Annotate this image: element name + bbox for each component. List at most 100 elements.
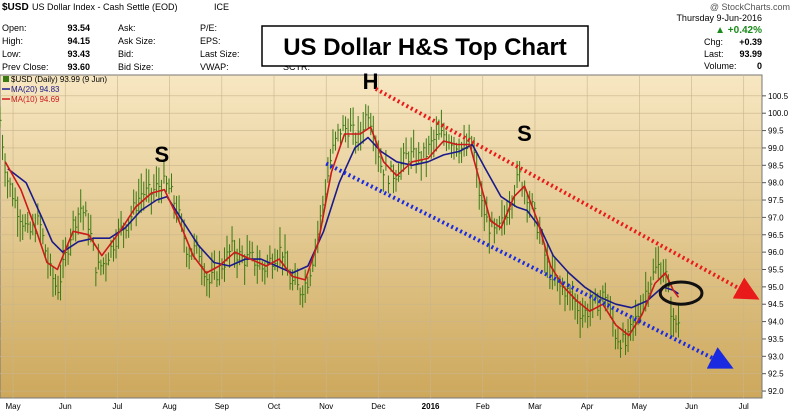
price-bar <box>226 235 229 262</box>
x-tick-label: Apr <box>581 402 594 411</box>
upper-trendline <box>374 87 760 300</box>
price-bar <box>57 275 60 300</box>
price-bar <box>158 167 161 204</box>
chart-title: US Dollar H&S Top Chart <box>283 34 567 61</box>
y-tick-label: 99.5 <box>768 127 784 136</box>
price-bar <box>577 294 580 325</box>
price-bar <box>334 131 338 151</box>
right-label: Volume: <box>704 61 737 71</box>
price-bar <box>9 177 12 198</box>
price-bar <box>249 240 252 260</box>
price-bar <box>657 246 660 280</box>
price-bar <box>602 285 605 303</box>
quote-label: Prev Close: <box>2 62 49 72</box>
price-bar <box>7 171 10 199</box>
y-tick-label: 93.0 <box>768 352 784 361</box>
price-bar <box>271 253 275 279</box>
price-bar <box>488 217 491 254</box>
legend-ma10: MA(10) 94.69 <box>11 95 60 104</box>
price-bar <box>29 221 32 240</box>
grid <box>0 75 762 398</box>
price-bar <box>329 148 333 170</box>
price-bar <box>309 268 312 287</box>
price-bar <box>198 245 201 263</box>
price-bar <box>450 135 454 158</box>
chart-title-box: US Dollar H&S Top Chart <box>261 25 589 67</box>
price-bar <box>75 216 78 242</box>
price-bar <box>420 150 423 181</box>
price-bar <box>501 200 504 236</box>
price-bar <box>211 252 214 284</box>
price-bar <box>647 281 650 307</box>
price-bar <box>408 151 411 175</box>
price-bar <box>367 105 370 129</box>
price-bar <box>423 142 426 158</box>
price-bar <box>483 195 486 232</box>
price-bar <box>150 187 153 215</box>
price-bar <box>60 264 63 301</box>
price-bar <box>65 237 68 267</box>
header-watermark: @ StockCharts.com <box>710 2 790 12</box>
price-bar <box>672 308 676 337</box>
legend-ma20: MA(20) 94.83 <box>11 85 60 94</box>
right-quote-block: Thursday 9-Jun-2016 ▲ +0.42% Chg: Last: … <box>676 13 762 71</box>
price-bar <box>342 115 345 132</box>
price-bar <box>582 297 585 328</box>
price-bar <box>362 112 365 144</box>
right-label: Last: <box>704 49 724 59</box>
price-bar <box>584 301 587 323</box>
header-description: US Dollar Index - Cash Settle (EOD) <box>32 2 178 12</box>
quote-value: 94.15 <box>67 36 90 46</box>
header-exchange: ICE <box>214 2 229 12</box>
price-bar <box>498 215 502 231</box>
price-bar <box>569 284 572 311</box>
price-bar <box>443 122 446 146</box>
price-bar <box>54 274 58 296</box>
price-bar <box>440 109 443 138</box>
price-bar <box>274 248 277 271</box>
y-axis: 92.0 92.5 93.0 93.5 94.0 94.5 95.0 95.5 96.0 96.5… <box>762 92 789 396</box>
moving-averages <box>4 126 680 337</box>
right-value: 93.99 <box>739 49 762 59</box>
ma10-line <box>4 126 680 337</box>
price-bar <box>365 104 368 130</box>
ask-label: Bid: <box>118 49 134 59</box>
price-bar <box>17 196 20 237</box>
x-tick-label: May <box>5 402 20 411</box>
ask-label: Bid Size: <box>118 62 154 72</box>
legend-price: $USD (Daily) 93.99 (9 Jun) <box>11 75 107 84</box>
x-tick-label: May <box>632 402 647 411</box>
ask-label: Ask Size: <box>118 36 156 46</box>
x-axis: May Jun Jul Aug Sep Oct Nov Dec 2016 Feb Mar Apr May… <box>5 402 749 411</box>
price-bar <box>428 135 431 155</box>
price-bar <box>251 241 254 262</box>
price-bar <box>430 126 433 159</box>
price-bar <box>579 301 582 339</box>
price-bar <box>231 226 234 252</box>
price-bar <box>4 153 7 187</box>
pe-label: P/E: <box>200 23 217 33</box>
x-tick-label: Mar <box>528 402 542 411</box>
price-bar <box>168 178 171 195</box>
price-bar <box>153 174 156 201</box>
y-tick-label: 92.0 <box>768 387 784 396</box>
price-bar <box>70 228 73 256</box>
price-bar <box>526 193 529 223</box>
price-bar <box>299 287 302 305</box>
price-bar <box>398 163 401 182</box>
price-bar <box>27 211 30 233</box>
price-bar <box>100 259 103 276</box>
quote-block: Open: High: Low: Prev Close: 93.54 94.15… <box>2 23 310 72</box>
price-bar <box>382 169 385 192</box>
price-bar <box>405 137 408 160</box>
price-bar <box>105 254 108 282</box>
y-tick-label: 100.0 <box>768 109 789 118</box>
y-tick-label: 95.5 <box>768 265 784 274</box>
price-bar <box>143 181 146 211</box>
price-bar <box>216 271 219 288</box>
price-bar <box>269 245 272 265</box>
y-tick-label: 100.5 <box>768 92 789 101</box>
price-bar <box>332 129 335 154</box>
y-tick-label: 99.0 <box>768 144 784 153</box>
price-bar <box>604 282 607 312</box>
